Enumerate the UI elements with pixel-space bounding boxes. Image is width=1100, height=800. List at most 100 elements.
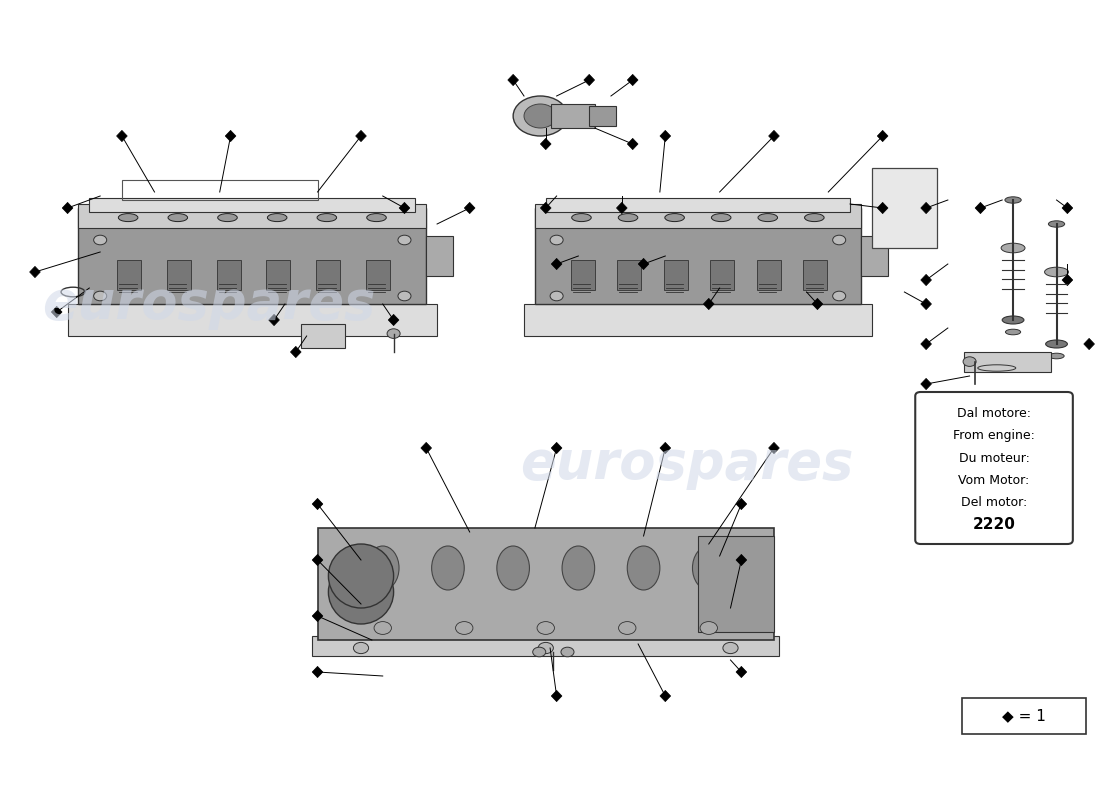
Ellipse shape: [513, 96, 568, 136]
Ellipse shape: [119, 214, 138, 222]
Polygon shape: [540, 202, 551, 214]
Bar: [167, 260, 190, 290]
Bar: [571, 260, 594, 290]
Bar: [67, 304, 437, 336]
Ellipse shape: [1046, 340, 1067, 348]
Polygon shape: [312, 666, 323, 678]
Ellipse shape: [532, 647, 546, 657]
Bar: [316, 260, 340, 290]
Polygon shape: [1084, 338, 1094, 350]
Polygon shape: [736, 666, 747, 678]
Bar: [122, 180, 318, 200]
Polygon shape: [878, 130, 888, 142]
Bar: [89, 198, 416, 212]
FancyBboxPatch shape: [962, 698, 1086, 734]
Polygon shape: [921, 298, 932, 310]
Ellipse shape: [329, 560, 394, 624]
Text: Du moteur:: Du moteur:: [958, 451, 1030, 465]
Polygon shape: [975, 202, 986, 214]
Bar: [318, 528, 774, 640]
Polygon shape: [660, 442, 671, 454]
Polygon shape: [312, 498, 323, 510]
Polygon shape: [703, 298, 714, 310]
Bar: [535, 208, 861, 304]
Polygon shape: [921, 378, 932, 390]
Ellipse shape: [758, 214, 778, 222]
Polygon shape: [540, 138, 551, 150]
Polygon shape: [290, 346, 301, 358]
Bar: [546, 198, 850, 212]
Polygon shape: [921, 274, 932, 286]
Ellipse shape: [524, 104, 557, 128]
Polygon shape: [52, 306, 62, 318]
Ellipse shape: [562, 546, 595, 590]
Polygon shape: [63, 202, 73, 214]
Bar: [965, 352, 1052, 372]
Polygon shape: [312, 554, 323, 566]
Ellipse shape: [374, 622, 392, 634]
Polygon shape: [878, 202, 888, 214]
Polygon shape: [399, 202, 410, 214]
Text: Vom Motor:: Vom Motor:: [958, 474, 1030, 486]
Ellipse shape: [168, 214, 188, 222]
Ellipse shape: [978, 365, 1015, 371]
Ellipse shape: [218, 214, 238, 222]
Ellipse shape: [329, 544, 394, 608]
Text: Del motor:: Del motor:: [961, 496, 1027, 509]
Ellipse shape: [1049, 353, 1064, 358]
Bar: [301, 324, 344, 348]
Text: Dal motore:: Dal motore:: [957, 407, 1031, 420]
Ellipse shape: [723, 642, 738, 654]
Ellipse shape: [572, 214, 591, 222]
Ellipse shape: [455, 622, 473, 634]
Bar: [617, 260, 641, 290]
Bar: [78, 208, 426, 304]
Bar: [803, 260, 827, 290]
Polygon shape: [226, 130, 235, 142]
Ellipse shape: [537, 622, 554, 634]
Polygon shape: [627, 74, 638, 86]
Ellipse shape: [366, 546, 399, 590]
Bar: [861, 236, 888, 276]
Ellipse shape: [700, 622, 717, 634]
Text: eurospares: eurospares: [42, 278, 375, 330]
Ellipse shape: [317, 214, 337, 222]
Ellipse shape: [618, 214, 638, 222]
Ellipse shape: [387, 329, 400, 338]
FancyBboxPatch shape: [915, 392, 1072, 544]
Text: From engine:: From engine:: [953, 430, 1035, 442]
Bar: [365, 260, 389, 290]
Ellipse shape: [833, 291, 846, 301]
Ellipse shape: [833, 235, 846, 245]
Ellipse shape: [398, 235, 411, 245]
Bar: [535, 204, 861, 228]
Ellipse shape: [550, 235, 563, 245]
Bar: [524, 304, 872, 336]
Ellipse shape: [1002, 316, 1024, 324]
Bar: [118, 260, 141, 290]
Ellipse shape: [561, 647, 574, 657]
Ellipse shape: [627, 546, 660, 590]
Polygon shape: [1063, 274, 1072, 286]
Bar: [551, 104, 595, 128]
Polygon shape: [812, 298, 823, 310]
Polygon shape: [769, 442, 779, 454]
Bar: [266, 260, 290, 290]
Bar: [78, 204, 426, 228]
Polygon shape: [627, 138, 638, 150]
Ellipse shape: [431, 546, 464, 590]
Bar: [757, 260, 781, 290]
Ellipse shape: [94, 291, 107, 301]
Polygon shape: [921, 202, 932, 214]
Polygon shape: [616, 202, 627, 214]
Bar: [872, 168, 937, 248]
Ellipse shape: [353, 642, 369, 654]
Ellipse shape: [693, 546, 725, 590]
Polygon shape: [638, 258, 649, 270]
Text: 2220: 2220: [972, 517, 1015, 532]
Ellipse shape: [964, 357, 976, 366]
Ellipse shape: [1045, 267, 1068, 277]
Ellipse shape: [538, 642, 553, 654]
Polygon shape: [584, 74, 594, 86]
Ellipse shape: [1005, 330, 1021, 334]
